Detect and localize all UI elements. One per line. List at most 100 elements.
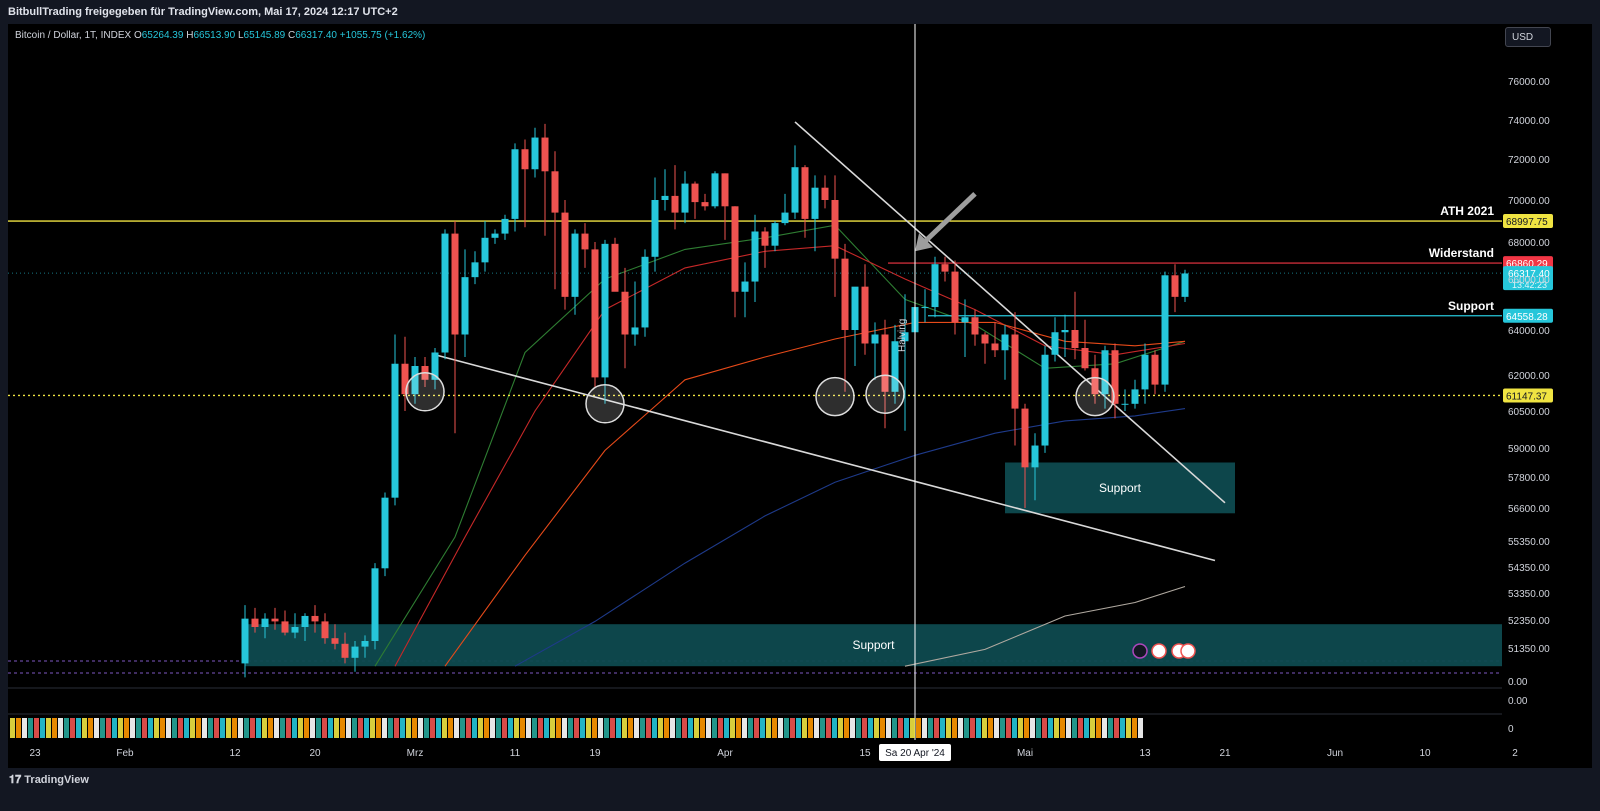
indicator-bar [808, 718, 813, 738]
us-flag-icon[interactable] [1180, 643, 1196, 659]
indicator-bar [760, 718, 765, 738]
candle-body [1131, 389, 1139, 404]
indicator-bar [238, 718, 243, 738]
indicator-bar [790, 718, 795, 738]
indicator-bar [136, 718, 141, 738]
indicator-bar [352, 718, 357, 738]
indicator-bar [340, 718, 345, 738]
indicator-bar [502, 718, 507, 738]
indicator-bar [742, 718, 747, 738]
indicator-bar [70, 718, 75, 738]
price-tag-label: 61147.37 [1506, 391, 1547, 402]
indicator-bar [376, 718, 381, 738]
candle-body [991, 343, 999, 351]
indicator-bar [754, 718, 759, 738]
candle-body [781, 212, 789, 224]
moving-average-line [444, 321, 1186, 667]
support-zone [245, 624, 1502, 667]
indicator-bar [196, 718, 201, 738]
price-tag [1503, 214, 1553, 229]
indicator-bar [568, 718, 573, 738]
lightning-icon[interactable] [1132, 643, 1148, 659]
indicator-bar [16, 718, 21, 738]
indicator-bar [1036, 718, 1041, 738]
indicator-bar [850, 718, 855, 738]
indicator-bar [250, 718, 255, 738]
indicator-bar [1138, 718, 1143, 738]
candle-body [1011, 334, 1019, 409]
annotation-arrow-head [915, 233, 933, 252]
indicator-bar [580, 718, 585, 738]
support-zone-label: Support [1099, 481, 1142, 495]
indicator-bar [616, 718, 621, 738]
bar-countdown: 13:42:23 [1512, 280, 1547, 290]
candle-body [571, 233, 579, 297]
indicator-bar [622, 718, 627, 738]
indicator-bar [1006, 718, 1011, 738]
indicator-bar [1000, 718, 1005, 738]
indicator-bar [886, 718, 891, 738]
candle-body [581, 233, 589, 250]
y-axis-tick-label: 70000.00 [1508, 196, 1550, 207]
indicator-bar [586, 718, 591, 738]
indicator-bar [130, 718, 135, 738]
indicator-bar [244, 718, 249, 738]
open-label: O [133, 30, 142, 41]
currency-button[interactable]: USD [1505, 27, 1551, 47]
indicator-bar [718, 718, 723, 738]
indicator-bar [10, 718, 15, 738]
indicator-bar [400, 718, 405, 738]
candle-body [451, 233, 459, 335]
candle-body [931, 264, 939, 308]
candle-body [1151, 354, 1159, 385]
indicator-bar [658, 718, 663, 738]
indicator-bar [1054, 718, 1059, 738]
y-axis-tick-label: 60500.00 [1508, 407, 1550, 418]
indicator-bar [184, 718, 189, 738]
indicator-bar [1132, 718, 1137, 738]
candle-body [1081, 348, 1089, 369]
candle-body [1171, 275, 1179, 297]
indicator-bar [268, 718, 273, 738]
level-name: ATH 2021 [1440, 204, 1494, 218]
indicator-bar [94, 718, 99, 738]
tradingview-logo-icon: 𝟏𝟕 [9, 774, 25, 786]
candle-body [1101, 350, 1109, 395]
current-price-tag [1503, 266, 1553, 291]
candle-body [721, 173, 729, 207]
candle-body [631, 327, 639, 335]
indicator-bar [418, 718, 423, 738]
candle-body [821, 187, 829, 200]
candle-body [731, 206, 739, 292]
candle-body [961, 317, 969, 323]
candle-body [331, 638, 339, 644]
y-axis-tick-label: 76000.00 [1508, 77, 1550, 88]
price-tag-label: 66860.29 [1506, 259, 1548, 270]
symbol-name: Bitcoin / Dollar, 1T, INDEX [15, 30, 132, 41]
indicator-bar [676, 718, 681, 738]
indicator-bar [802, 718, 807, 738]
indicator-bar [826, 718, 831, 738]
share-title: BitbullTrading freigegeben für TradingVi… [8, 6, 398, 18]
annotation-arrow-shaft [921, 192, 977, 246]
indicator-bar [382, 718, 387, 738]
indicator-bar [880, 718, 885, 738]
moving-average-line [394, 245, 1186, 667]
y-axis-tick-label: 55350.00 [1508, 537, 1550, 548]
indicator-bar [496, 718, 501, 738]
indicator-bar [412, 718, 417, 738]
candle-body [361, 641, 369, 647]
y-axis-tick-label: 66000.00 [1508, 275, 1550, 286]
indicator-bar [688, 718, 693, 738]
us-flag-icon[interactable] [1151, 643, 1167, 659]
candle-body [651, 200, 659, 257]
indicator-bar [58, 718, 63, 738]
indicator-bar [442, 718, 447, 738]
indicator-bar [1012, 718, 1017, 738]
indicator-bar [700, 718, 705, 738]
indicator-bar [904, 718, 909, 738]
x-axis-tick-label: 10 [1419, 748, 1431, 759]
indicator-bar [766, 718, 771, 738]
indicator-bar [304, 718, 309, 738]
